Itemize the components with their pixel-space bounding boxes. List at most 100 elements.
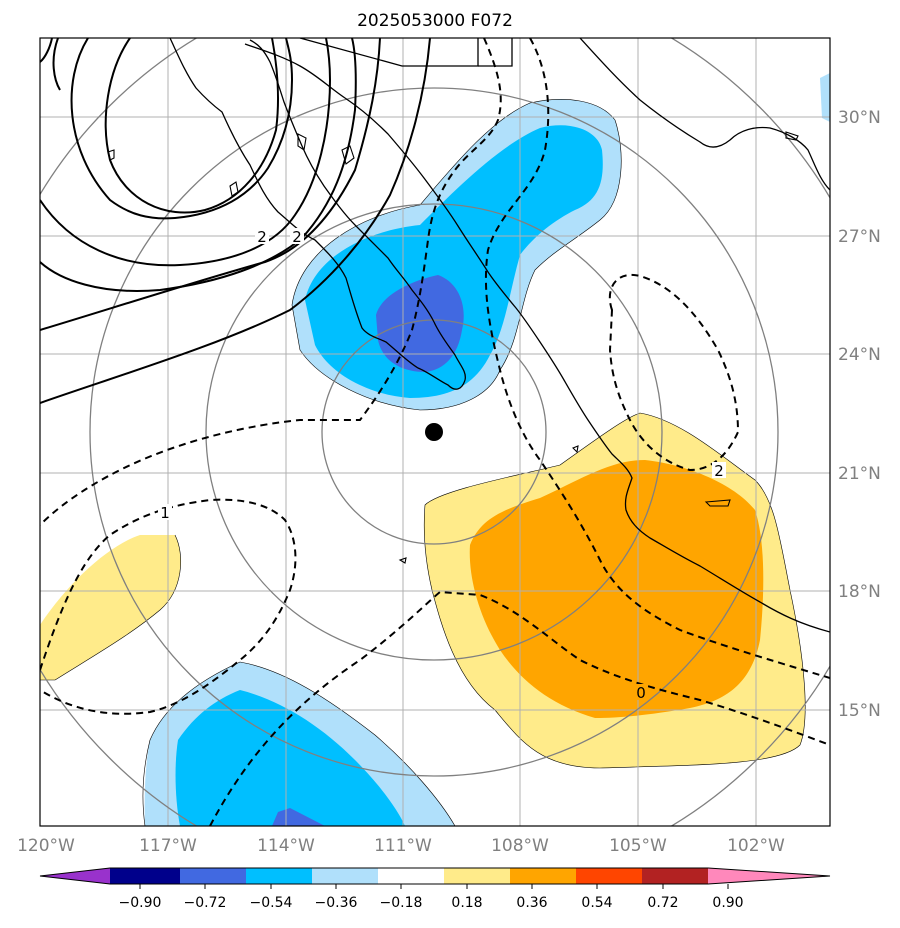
dashed-contours — [40, 38, 830, 826]
lon-label-117w: 117°W — [139, 836, 197, 856]
solid-contour-3 — [40, 38, 357, 292]
positive-anomaly-west — [40, 535, 181, 680]
fill-orange-east — [469, 460, 764, 718]
lon-label-114w: 114°W — [257, 836, 315, 856]
latitude-labels: 30°N 27°N 24°N 21°N 18°N 15°N — [838, 108, 881, 721]
solid-contour-4 — [40, 38, 332, 267]
colorbar-label-5: −0.18 — [380, 895, 423, 911]
plot-area: 2 2 1 2 0 — [40, 38, 830, 826]
colorbar-label-6: 0.18 — [451, 895, 482, 911]
dashed-contour-west-loop — [40, 498, 297, 715]
colorbar-ticks — [139, 884, 729, 889]
colorbar-label-9: 0.72 — [647, 895, 678, 911]
colorbar-bin-5 — [378, 868, 444, 884]
coastline-baja-east — [249, 39, 435, 323]
fill-royal-blue-north — [376, 275, 464, 372]
lat-label-27n: 27°N — [838, 227, 881, 247]
contour-label-5: 0 — [636, 684, 646, 702]
contour-label-bg-3 — [158, 504, 172, 520]
solid-contour-1 — [40, 38, 431, 404]
contour-label-3: 1 — [160, 504, 170, 522]
coastline-mainland-gulf — [244, 43, 830, 633]
outline-south — [142, 661, 456, 826]
lon-label-102w: 102°W — [727, 836, 785, 856]
contour-label-bg-2 — [290, 228, 304, 244]
lon-label-105w: 105°W — [609, 836, 667, 856]
fill-light-blue-corner — [820, 73, 830, 122]
colorbar-bin-9 — [642, 868, 708, 884]
coastline-north-border — [299, 38, 479, 67]
plot-frame — [39, 37, 831, 827]
dashed-contour-south — [209, 590, 830, 826]
colorbar-bin-7 — [510, 868, 576, 884]
colorbar-bin-3 — [246, 868, 312, 884]
outline-north — [291, 99, 622, 411]
colorbar-label-8: 0.54 — [581, 895, 612, 911]
colorbar-bin-6 — [444, 868, 510, 884]
contour-label-4: 2 — [714, 462, 724, 480]
island-ne — [785, 131, 799, 141]
colorbar-label-2: −0.72 — [184, 895, 227, 911]
colorbar-bin-1 — [110, 868, 180, 884]
coastlines — [169, 38, 830, 633]
fill-royal-blue-south — [272, 808, 325, 826]
lon-label-120w: 120°W — [17, 836, 75, 856]
map-title: 2025053000 F072 — [357, 11, 513, 31]
range-circles — [40, 38, 830, 826]
contour-labels: 2 2 1 2 0 — [158, 228, 726, 702]
lat-label-21n: 21°N — [838, 464, 881, 484]
island-gulf-2 — [297, 133, 307, 151]
contour-label-bg-5 — [634, 684, 648, 700]
colorbar-label-10: 0.90 — [712, 895, 743, 911]
colorbar-bin-8 — [576, 868, 642, 884]
solid-contour-6 — [104, 38, 280, 214]
range-circle-3 — [89, 87, 779, 777]
island-east — [704, 499, 731, 507]
lon-label-111w: 111°W — [374, 836, 432, 856]
contour-label-1: 2 — [257, 228, 267, 246]
fill-outlines — [40, 99, 806, 826]
solid-contour-5 — [70, 38, 294, 220]
island-revillagigedo — [398, 557, 407, 564]
negative-anomaly-south — [144, 662, 455, 826]
contour-label-bg-4 — [712, 462, 726, 478]
dashed-contour-east-loop — [608, 273, 740, 472]
colorbar-label-1: −0.90 — [119, 895, 162, 911]
lat-label-15n: 15°N — [838, 701, 881, 721]
lon-label-108w: 108°W — [491, 836, 549, 856]
lat-label-24n: 24°N — [838, 345, 881, 365]
island-maria — [572, 445, 579, 454]
solid-contour-7 — [52, 38, 61, 91]
fill-blue-south — [175, 690, 405, 826]
colorbar-label-4: −0.36 — [315, 895, 358, 911]
range-circle-1 — [321, 319, 547, 545]
colorbar-extend-max — [708, 868, 830, 884]
colorbar-tick-labels: −0.90 −0.72 −0.54 −0.36 −0.18 0.18 0.36 … — [119, 895, 744, 911]
fill-light-yellow-west — [40, 535, 181, 680]
lat-label-30n: 30°N — [838, 108, 881, 128]
contour-label-bg-1 — [255, 228, 269, 244]
colorbar-extend-min — [40, 868, 110, 884]
range-circle-2 — [205, 203, 663, 661]
colorbar-bin-2 — [180, 868, 246, 884]
coastline-northeast — [579, 38, 830, 191]
gridlines — [40, 38, 830, 826]
outline-east — [423, 412, 806, 769]
dashed-contour-central — [484, 38, 830, 679]
lat-label-18n: 18°N — [838, 582, 881, 602]
center-marker — [425, 423, 443, 441]
colorbar: −0.90 −0.72 −0.54 −0.36 −0.18 0.18 0.36 … — [39, 867, 831, 911]
colorbar-outline — [39, 867, 831, 885]
outline-west — [40, 534, 181, 681]
coastline-baja-west — [169, 38, 466, 390]
dashed-contour-north — [40, 38, 502, 526]
longitude-labels: 120°W 117°W 114°W 111°W 108°W 105°W 102°… — [17, 836, 785, 856]
negative-anomaly-north — [292, 99, 622, 410]
solid-contour-8 — [40, 38, 53, 63]
coastline-border-east — [478, 38, 513, 67]
colorbar-label-3: −0.54 — [250, 895, 293, 911]
colorbar-bin-4 — [312, 868, 378, 884]
contour-label-2: 2 — [292, 228, 302, 246]
